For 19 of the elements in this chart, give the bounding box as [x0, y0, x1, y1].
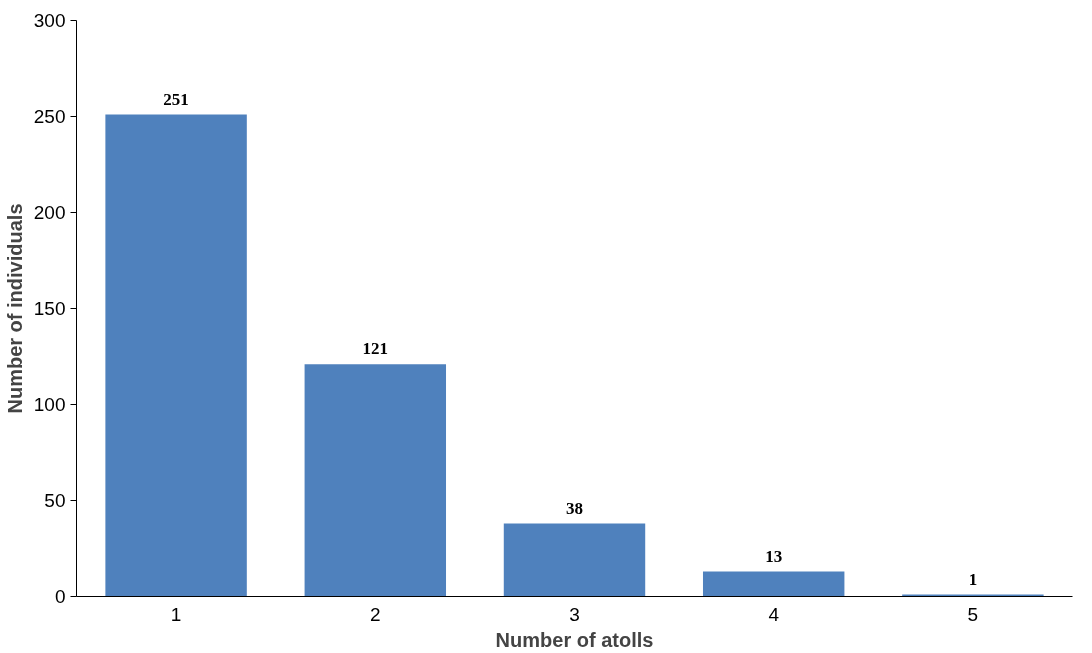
y-tick-label: 150: [33, 298, 66, 319]
y-tick-label: 250: [33, 106, 66, 127]
y-tick-label: 300: [33, 10, 66, 31]
y-axis-title: Number of individuals: [3, 203, 26, 414]
data-label: 38: [566, 498, 583, 518]
x-tick-label: 3: [569, 603, 580, 625]
x-tick-label: 5: [967, 603, 979, 625]
x-axis-title: Number of atolls: [495, 628, 654, 651]
data-label: 251: [163, 89, 189, 109]
x-tick-label: 1: [170, 603, 182, 625]
data-label: 121: [362, 339, 389, 359]
y-tick-label: 100: [33, 394, 66, 415]
y-tick-label: 50: [44, 490, 66, 511]
y-tick-label: 0: [54, 586, 66, 607]
data-label: 13: [765, 546, 783, 566]
x-tick-label: 4: [768, 603, 780, 625]
data-label: 1: [968, 569, 978, 589]
x-tick-label: 2: [370, 603, 381, 625]
y-tick-label: 200: [33, 202, 66, 223]
